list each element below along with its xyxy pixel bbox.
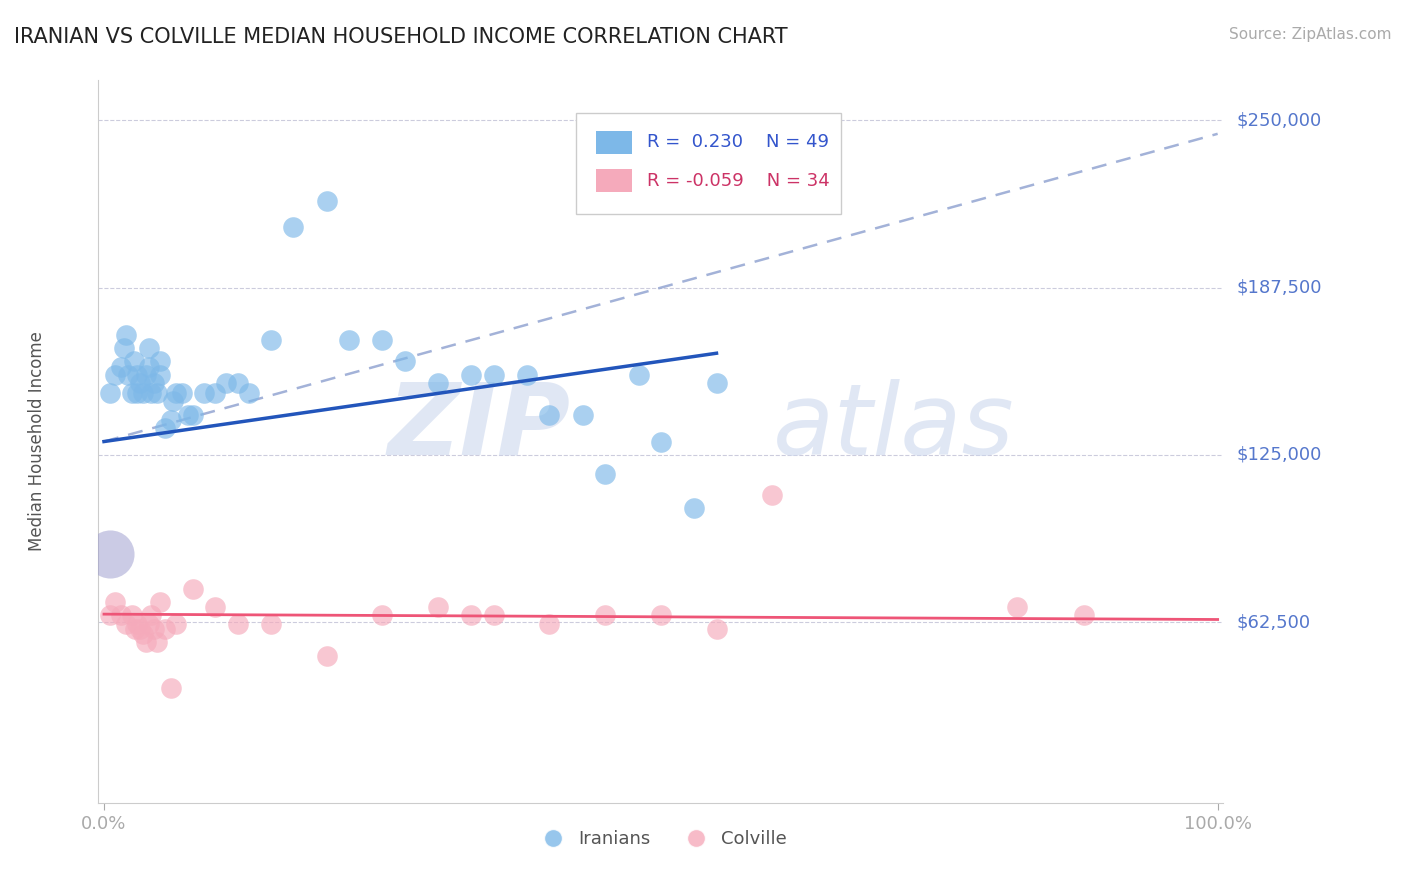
- Point: [155, 421, 177, 435]
- Point: [127, 368, 149, 382]
- Text: $125,000: $125,000: [1237, 446, 1322, 464]
- Point: [146, 635, 169, 649]
- Point: [159, 413, 181, 427]
- Point: [135, 635, 157, 649]
- Point: [516, 368, 538, 382]
- Point: [104, 595, 127, 609]
- Point: [139, 608, 162, 623]
- Point: [132, 627, 155, 641]
- Point: [143, 376, 166, 390]
- Point: [371, 333, 394, 347]
- Point: [238, 386, 260, 401]
- Point: [260, 616, 283, 631]
- Point: [593, 608, 616, 623]
- Text: ZIP: ZIP: [388, 378, 571, 475]
- Point: [139, 386, 162, 401]
- Bar: [596, 131, 631, 154]
- Bar: [596, 169, 631, 193]
- Point: [127, 616, 149, 631]
- Point: [427, 376, 450, 390]
- Point: [132, 386, 155, 401]
- Text: $187,500: $187,500: [1237, 278, 1322, 297]
- Point: [260, 333, 283, 347]
- Point: [181, 582, 204, 596]
- Point: [98, 608, 121, 623]
- Point: [176, 408, 198, 422]
- Point: [593, 467, 616, 481]
- Legend: Iranians, Colville: Iranians, Colville: [527, 822, 794, 855]
- Point: [128, 376, 150, 390]
- Point: [1073, 608, 1095, 623]
- Point: [146, 386, 169, 401]
- Point: [110, 608, 132, 623]
- Point: [427, 600, 450, 615]
- Text: R =  0.230    N = 49: R = 0.230 N = 49: [647, 134, 830, 152]
- Point: [482, 368, 505, 382]
- Point: [121, 608, 143, 623]
- Point: [226, 376, 249, 390]
- Point: [128, 622, 150, 636]
- Point: [627, 368, 650, 382]
- Point: [98, 547, 121, 561]
- Point: [226, 616, 249, 631]
- Point: [155, 622, 177, 636]
- Point: [460, 608, 482, 623]
- Point: [165, 616, 187, 631]
- Text: Median Household Income: Median Household Income: [28, 332, 45, 551]
- Text: $62,500: $62,500: [1237, 613, 1310, 632]
- Point: [283, 220, 305, 235]
- Point: [315, 648, 337, 663]
- Point: [706, 376, 728, 390]
- Point: [115, 616, 138, 631]
- Point: [138, 359, 160, 374]
- Point: [181, 408, 204, 422]
- Point: [159, 681, 181, 695]
- Point: [204, 386, 226, 401]
- Point: [127, 386, 149, 401]
- Point: [193, 386, 215, 401]
- Point: [683, 501, 706, 516]
- Point: [650, 434, 672, 449]
- Point: [371, 608, 394, 623]
- Point: [204, 600, 226, 615]
- Point: [135, 368, 157, 382]
- FancyBboxPatch shape: [576, 112, 841, 214]
- Text: $250,000: $250,000: [1237, 112, 1322, 129]
- Point: [149, 595, 172, 609]
- Point: [394, 354, 416, 368]
- Point: [165, 386, 187, 401]
- Point: [170, 386, 193, 401]
- Point: [117, 368, 139, 382]
- Point: [110, 359, 132, 374]
- Text: Source: ZipAtlas.com: Source: ZipAtlas.com: [1229, 27, 1392, 42]
- Point: [143, 622, 166, 636]
- Text: IRANIAN VS COLVILLE MEDIAN HOUSEHOLD INCOME CORRELATION CHART: IRANIAN VS COLVILLE MEDIAN HOUSEHOLD INC…: [14, 27, 787, 46]
- Point: [215, 376, 238, 390]
- Point: [112, 341, 135, 355]
- Point: [124, 622, 146, 636]
- Point: [650, 608, 672, 623]
- Text: atlas: atlas: [773, 378, 1015, 475]
- Point: [460, 368, 482, 382]
- Text: R = -0.059    N = 34: R = -0.059 N = 34: [647, 172, 830, 190]
- Point: [138, 341, 160, 355]
- Point: [538, 616, 561, 631]
- Point: [162, 394, 184, 409]
- Point: [122, 354, 145, 368]
- Point: [121, 386, 143, 401]
- Point: [98, 386, 121, 401]
- Point: [315, 194, 337, 208]
- Point: [149, 368, 172, 382]
- Point: [149, 354, 172, 368]
- Point: [482, 608, 505, 623]
- Point: [104, 368, 127, 382]
- Point: [572, 408, 595, 422]
- Point: [706, 622, 728, 636]
- Point: [761, 488, 783, 502]
- Point: [337, 333, 360, 347]
- Point: [538, 408, 561, 422]
- Point: [115, 327, 138, 342]
- Point: [1005, 600, 1028, 615]
- Point: [138, 616, 160, 631]
